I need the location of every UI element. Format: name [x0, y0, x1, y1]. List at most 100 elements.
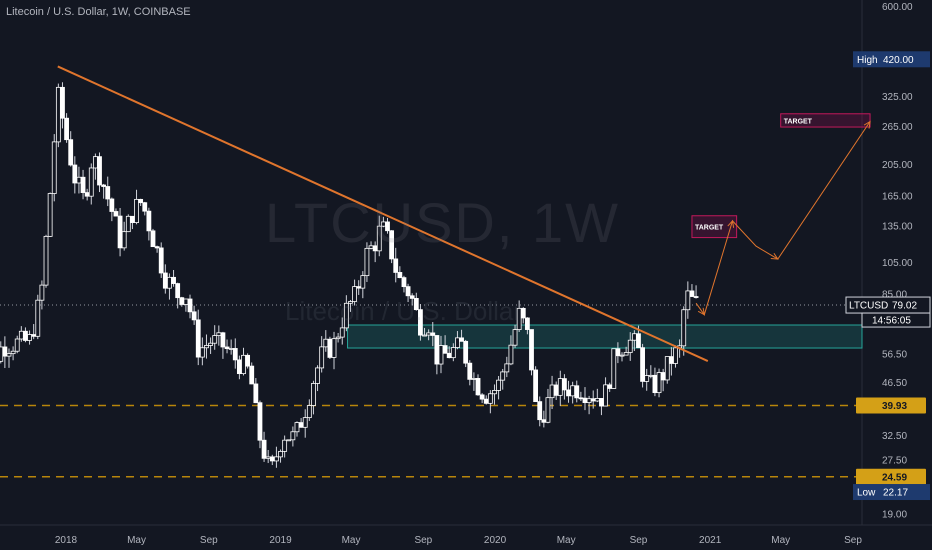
candle-body-19 [51, 141, 57, 194]
candle-body-79 [298, 422, 304, 428]
candle-body-8 [6, 353, 12, 357]
candle-body-24 [72, 164, 78, 184]
pivot-low-bg [853, 484, 930, 501]
candle-body-56 [204, 345, 209, 349]
level-badge-0-bg [856, 397, 926, 414]
candle-body-169 [668, 356, 674, 364]
candle-body-23 [68, 139, 74, 166]
candle-body-50 [179, 297, 185, 305]
candle-body-76 [286, 439, 292, 442]
candle-body-102 [393, 258, 399, 273]
candle-body-157 [619, 354, 625, 357]
candle-body-158 [623, 352, 629, 356]
candle-body-130 [508, 344, 514, 365]
target-label-2: TARGET [784, 118, 813, 125]
candle-body-71 [265, 456, 271, 459]
candle-body-146 [574, 385, 580, 399]
symbol-title: Litecoin / U.S. Dollar, 1W, COINBASE [6, 6, 191, 18]
candle-body-54 [195, 319, 201, 358]
candle-body-105 [405, 286, 411, 297]
candle-body-110 [426, 332, 432, 336]
candle-body-75 [282, 439, 288, 452]
candle-body-58 [212, 335, 218, 344]
candle-body-133 [520, 307, 526, 319]
pivot-high-bg [853, 51, 930, 68]
candle-body-120 [467, 362, 473, 380]
target-box-2 [780, 113, 871, 128]
candle-body-31 [101, 184, 107, 187]
candle-body-55 [199, 347, 205, 358]
time-tick-label-4: May [342, 535, 361, 546]
watermark-symbol: LTCUSD, 1W [265, 191, 620, 254]
candle-body-98 [376, 225, 382, 252]
candle-body-111 [430, 332, 436, 336]
time-tick-label-1: May [127, 535, 146, 546]
candle-body-53 [191, 311, 197, 321]
candle-body-43 [150, 230, 156, 248]
candle-body-145 [570, 385, 576, 397]
projection-arrowhead-0 [697, 307, 705, 316]
candle-body-40 [138, 198, 144, 204]
candle-body-123 [479, 394, 485, 400]
candle-body-73 [274, 456, 279, 462]
candle-body-70 [261, 439, 267, 459]
candle-body-93 [356, 286, 362, 289]
candle-body-144 [566, 389, 571, 397]
level-badge-1-bg [856, 468, 926, 485]
candle-body-164 [648, 374, 654, 377]
candle-body-116 [450, 347, 456, 359]
candle-body-134 [524, 317, 530, 330]
candle-body-13 [27, 334, 32, 341]
candle-body-33 [109, 198, 115, 212]
candle-body-7 [2, 346, 8, 357]
time-tick-label-5: Sep [414, 535, 432, 546]
candle-body-92 [352, 286, 357, 302]
candle-body-125 [487, 393, 493, 404]
candle-body-49 [175, 283, 181, 299]
candle-body-59 [216, 332, 222, 336]
price-tick-label-11: 165.00 [882, 192, 913, 203]
candle-body-100 [385, 221, 390, 232]
candle-body-160 [631, 333, 637, 341]
candle-body-114 [442, 345, 448, 354]
candle-body-159 [627, 339, 633, 353]
candle-body-90 [343, 302, 349, 329]
time-tick-label-8: Sep [630, 535, 648, 546]
candle-body-167 [660, 372, 666, 381]
candle-body-170 [673, 347, 678, 364]
candle-body-81 [306, 405, 312, 419]
time-tick-label-11: Sep [844, 535, 862, 546]
candle-body-12 [23, 330, 28, 341]
time-tick-label-9: 2021 [699, 535, 722, 546]
candle-body-21 [60, 86, 65, 119]
candle-body-6 [0, 346, 4, 362]
candle-body-88 [335, 336, 341, 340]
candle-body-154 [607, 384, 613, 389]
candle-body-113 [438, 345, 444, 365]
time-tick-label-3: 2019 [269, 535, 292, 546]
candle-body-82 [311, 383, 316, 406]
pivot-high-value: 420.00 [883, 55, 914, 66]
candle-body-65 [241, 354, 246, 375]
candle-body-163 [644, 375, 650, 382]
candle-body-108 [418, 309, 423, 336]
candle-body-9 [10, 350, 16, 355]
candle-body-68 [253, 383, 259, 404]
candle-body-174 [689, 290, 695, 297]
time-tick-label-7: May [557, 535, 576, 546]
candle-body-72 [269, 456, 275, 462]
candle-body-150 [590, 398, 596, 402]
support-zone [347, 324, 863, 349]
price-tick-label-13: 265.00 [882, 122, 913, 133]
candle-body-135 [529, 329, 534, 371]
price-tick-label-3: 27.50 [882, 455, 907, 466]
candle-body-122 [475, 378, 481, 396]
candle-body-51 [183, 298, 189, 305]
watermark-description: Litecoin / U.S. Dollar [285, 296, 522, 326]
candle-body-15 [35, 299, 41, 337]
candle-body-42 [146, 210, 152, 232]
pivot-high-label: High [857, 55, 878, 66]
candle-body-37 [125, 215, 131, 233]
candle-body-83 [315, 367, 320, 384]
